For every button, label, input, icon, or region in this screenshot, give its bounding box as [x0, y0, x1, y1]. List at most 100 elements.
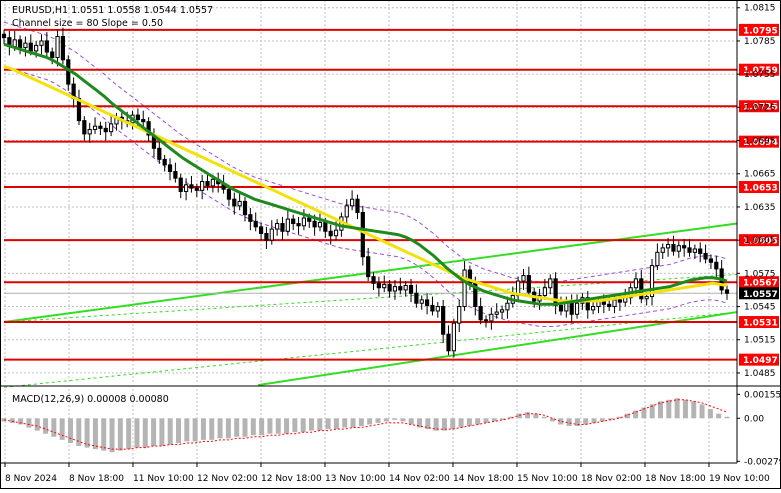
ma-fast-line	[3, 42, 728, 306]
candle-body	[360, 211, 365, 258]
macd-histogram-bar	[225, 418, 231, 439]
macd-histogram-bar	[408, 418, 414, 425]
macd-histogram-bar	[284, 418, 290, 434]
current-price-label-bg	[739, 287, 779, 300]
candle-body	[671, 244, 676, 252]
date-tick-label: 18 Nov 18:00	[645, 474, 706, 484]
candle-body	[607, 303, 612, 308]
macd-histogram-bar	[209, 418, 215, 440]
level-label-bg	[739, 23, 779, 36]
candle-body	[205, 180, 210, 187]
candle-body	[210, 178, 215, 187]
candle-body	[280, 223, 285, 232]
macd-histogram-bar	[350, 418, 356, 428]
date-tick-label: 8 Nov 2024	[5, 474, 57, 484]
candle-body	[264, 232, 269, 241]
candle-body	[457, 306, 462, 324]
macd-histogram-bar	[483, 418, 489, 423]
price-tick-label: 1.0665	[744, 170, 776, 180]
level-label-bg	[739, 234, 779, 247]
macd-histogram-bar	[574, 418, 580, 426]
candle-body	[17, 39, 23, 49]
date-tick-label: 14 Nov 02:00	[389, 474, 450, 484]
date-tick-label: 18 Nov 02:00	[581, 474, 642, 484]
macd-histogram-bar	[167, 418, 173, 445]
level-label: 1.0795	[743, 26, 778, 36]
candle-body	[676, 245, 681, 252]
candle-body	[50, 51, 55, 59]
candle-body	[526, 275, 531, 293]
candle-body	[183, 184, 189, 192]
macd-histogram-bar	[649, 404, 655, 419]
candle-body	[317, 221, 323, 228]
candle-body	[355, 198, 360, 213]
candle-body	[489, 313, 494, 322]
macd-histogram-bar	[109, 418, 115, 453]
macd-histogram-bar	[375, 418, 381, 423]
macd-histogram-bar	[234, 418, 240, 437]
candle-body	[698, 248, 703, 254]
candle-body	[419, 299, 424, 304]
level-label-bg	[739, 63, 779, 76]
macd-histogram-bar	[699, 404, 705, 419]
macd-panel	[0, 385, 781, 453]
macd-histogram-bar	[425, 418, 431, 430]
candle-body	[189, 184, 194, 189]
macd-histogram-bar	[325, 418, 331, 430]
macd-histogram-bar	[624, 413, 630, 419]
level-label-bg	[739, 316, 779, 329]
candle-body	[371, 276, 376, 284]
macd-histogram-bar	[300, 418, 306, 433]
candle-body	[574, 302, 580, 315]
candle-body	[665, 244, 671, 249]
macd-histogram-bar	[9, 418, 15, 423]
candle-body	[548, 278, 553, 289]
macd-histogram-bar	[184, 418, 190, 442]
candle-body	[82, 120, 87, 135]
macd-histogram-bar	[666, 399, 672, 419]
candle-body	[87, 128, 92, 135]
macd-tick-label: 0.00	[744, 414, 764, 424]
macd-histogram-bar	[417, 418, 423, 428]
macd-histogram-bar	[724, 416, 730, 419]
price-tick-label: 1.0695	[744, 137, 776, 147]
candle-body	[258, 226, 264, 234]
macd-histogram-bar	[92, 418, 98, 450]
candle-body	[60, 36, 66, 61]
macd-histogram-bar	[433, 418, 439, 431]
macd-histogram-bar	[358, 418, 364, 426]
macd-histogram-bar	[641, 407, 647, 419]
candle-body	[392, 286, 398, 292]
candle-body	[483, 319, 489, 322]
level-label-bg	[739, 181, 779, 194]
candle-body	[591, 306, 596, 311]
candle-body	[323, 221, 328, 232]
candle-body	[558, 304, 564, 312]
level-label-bg	[739, 100, 779, 113]
macd-histogram-bar	[67, 418, 73, 443]
candle-body	[398, 286, 403, 291]
macd-histogram-bar	[591, 418, 597, 423]
candle-body	[424, 299, 430, 306]
macd-histogram-bar	[608, 418, 614, 420]
date-tick-label: 14 Nov 18:00	[453, 474, 514, 484]
candle-body	[387, 283, 392, 292]
macd-histogram-bar	[134, 418, 140, 448]
level-label-bg	[739, 135, 779, 148]
date-tick-label: 12 Nov 02:00	[197, 474, 258, 484]
candle-body	[403, 285, 408, 291]
macd-histogram-bar	[633, 410, 639, 419]
candle-body	[703, 252, 708, 260]
macd-histogram-bar	[159, 418, 165, 447]
channel-info: Channel size = 80 Slope = 0.50	[12, 18, 163, 29]
candle-body	[194, 187, 199, 191]
candle-body	[55, 36, 60, 59]
date-tick-label: 11 Nov 10:00	[133, 474, 194, 484]
date-tick-label: 13 Nov 10:00	[325, 474, 386, 484]
candle-body	[617, 299, 622, 303]
lower-band	[3, 65, 728, 327]
candle-body	[660, 247, 665, 253]
candle-body	[157, 147, 162, 160]
macd-histogram-bar	[51, 418, 57, 437]
